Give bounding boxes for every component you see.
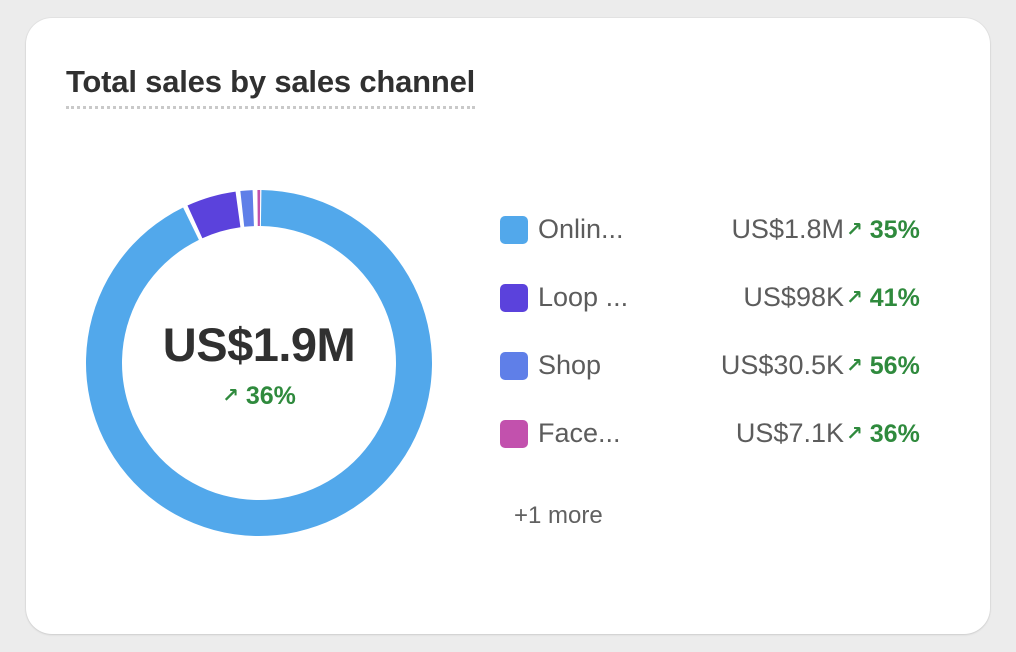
donut-slice-2[interactable] [240, 190, 254, 227]
donut-slice-1[interactable] [187, 191, 241, 239]
legend-item[interactable]: Loop ... US$98K ↗ 41% [500, 276, 940, 344]
trend-up-icon: ↗ [222, 385, 239, 407]
chart-legend: Onlin... US$1.8M ↗ 35% Loop ... US$98K ↗… [500, 208, 940, 480]
legend-item[interactable]: Face... US$7.1K ↗ 36% [500, 412, 940, 480]
legend-item[interactable]: Onlin... US$1.8M ↗ 35% [500, 208, 940, 276]
donut-chart: US$1.9M ↗ 36% [84, 188, 434, 538]
legend-swatch [500, 420, 528, 448]
legend-value: US$30.5K [720, 350, 844, 380]
trend-up-icon: ↗ [846, 287, 863, 309]
legend-change: ↗ 56% [846, 352, 920, 381]
total-sales-change: ↗ 36% [222, 382, 296, 411]
legend-change: ↗ 41% [846, 284, 920, 313]
legend-label: Onlin... [538, 214, 624, 244]
legend-label: Face... [538, 418, 621, 448]
trend-up-icon: ↗ [846, 219, 863, 241]
legend-value: US$1.8M [731, 214, 844, 244]
legend-label: Loop ... [538, 282, 629, 312]
legend-item[interactable]: Shop US$30.5K ↗ 56% [500, 344, 940, 412]
legend-change-value: 56% [869, 352, 920, 380]
card-title[interactable]: Total sales by sales channel [66, 64, 475, 109]
trend-up-icon: ↗ [846, 355, 863, 377]
legend-change-value: 41% [869, 284, 920, 312]
legend-value: US$7.1K [735, 418, 844, 448]
trend-up-icon: ↗ [846, 423, 863, 445]
legend-change: ↗ 35% [846, 216, 920, 245]
donut-center: US$1.9M ↗ 36% [84, 188, 434, 538]
donut-slice-3[interactable] [257, 190, 261, 227]
total-sales-change-value: 36% [245, 382, 296, 410]
more-channels-link[interactable]: +1 more [514, 502, 603, 529]
legend-change-value: 36% [869, 420, 920, 448]
sales-channel-card: Total sales by sales channel US$1.9M ↗ 3… [26, 18, 990, 634]
legend-swatch [500, 352, 528, 380]
legend-swatch [500, 284, 528, 312]
legend-label: Shop [538, 350, 602, 380]
legend-change-value: 35% [869, 216, 920, 244]
donut-svg [85, 190, 432, 537]
legend-change: ↗ 36% [846, 420, 920, 449]
legend-value: US$98K [743, 282, 844, 312]
total-sales-value: US$1.9M [162, 318, 356, 371]
legend-swatch [500, 216, 528, 244]
